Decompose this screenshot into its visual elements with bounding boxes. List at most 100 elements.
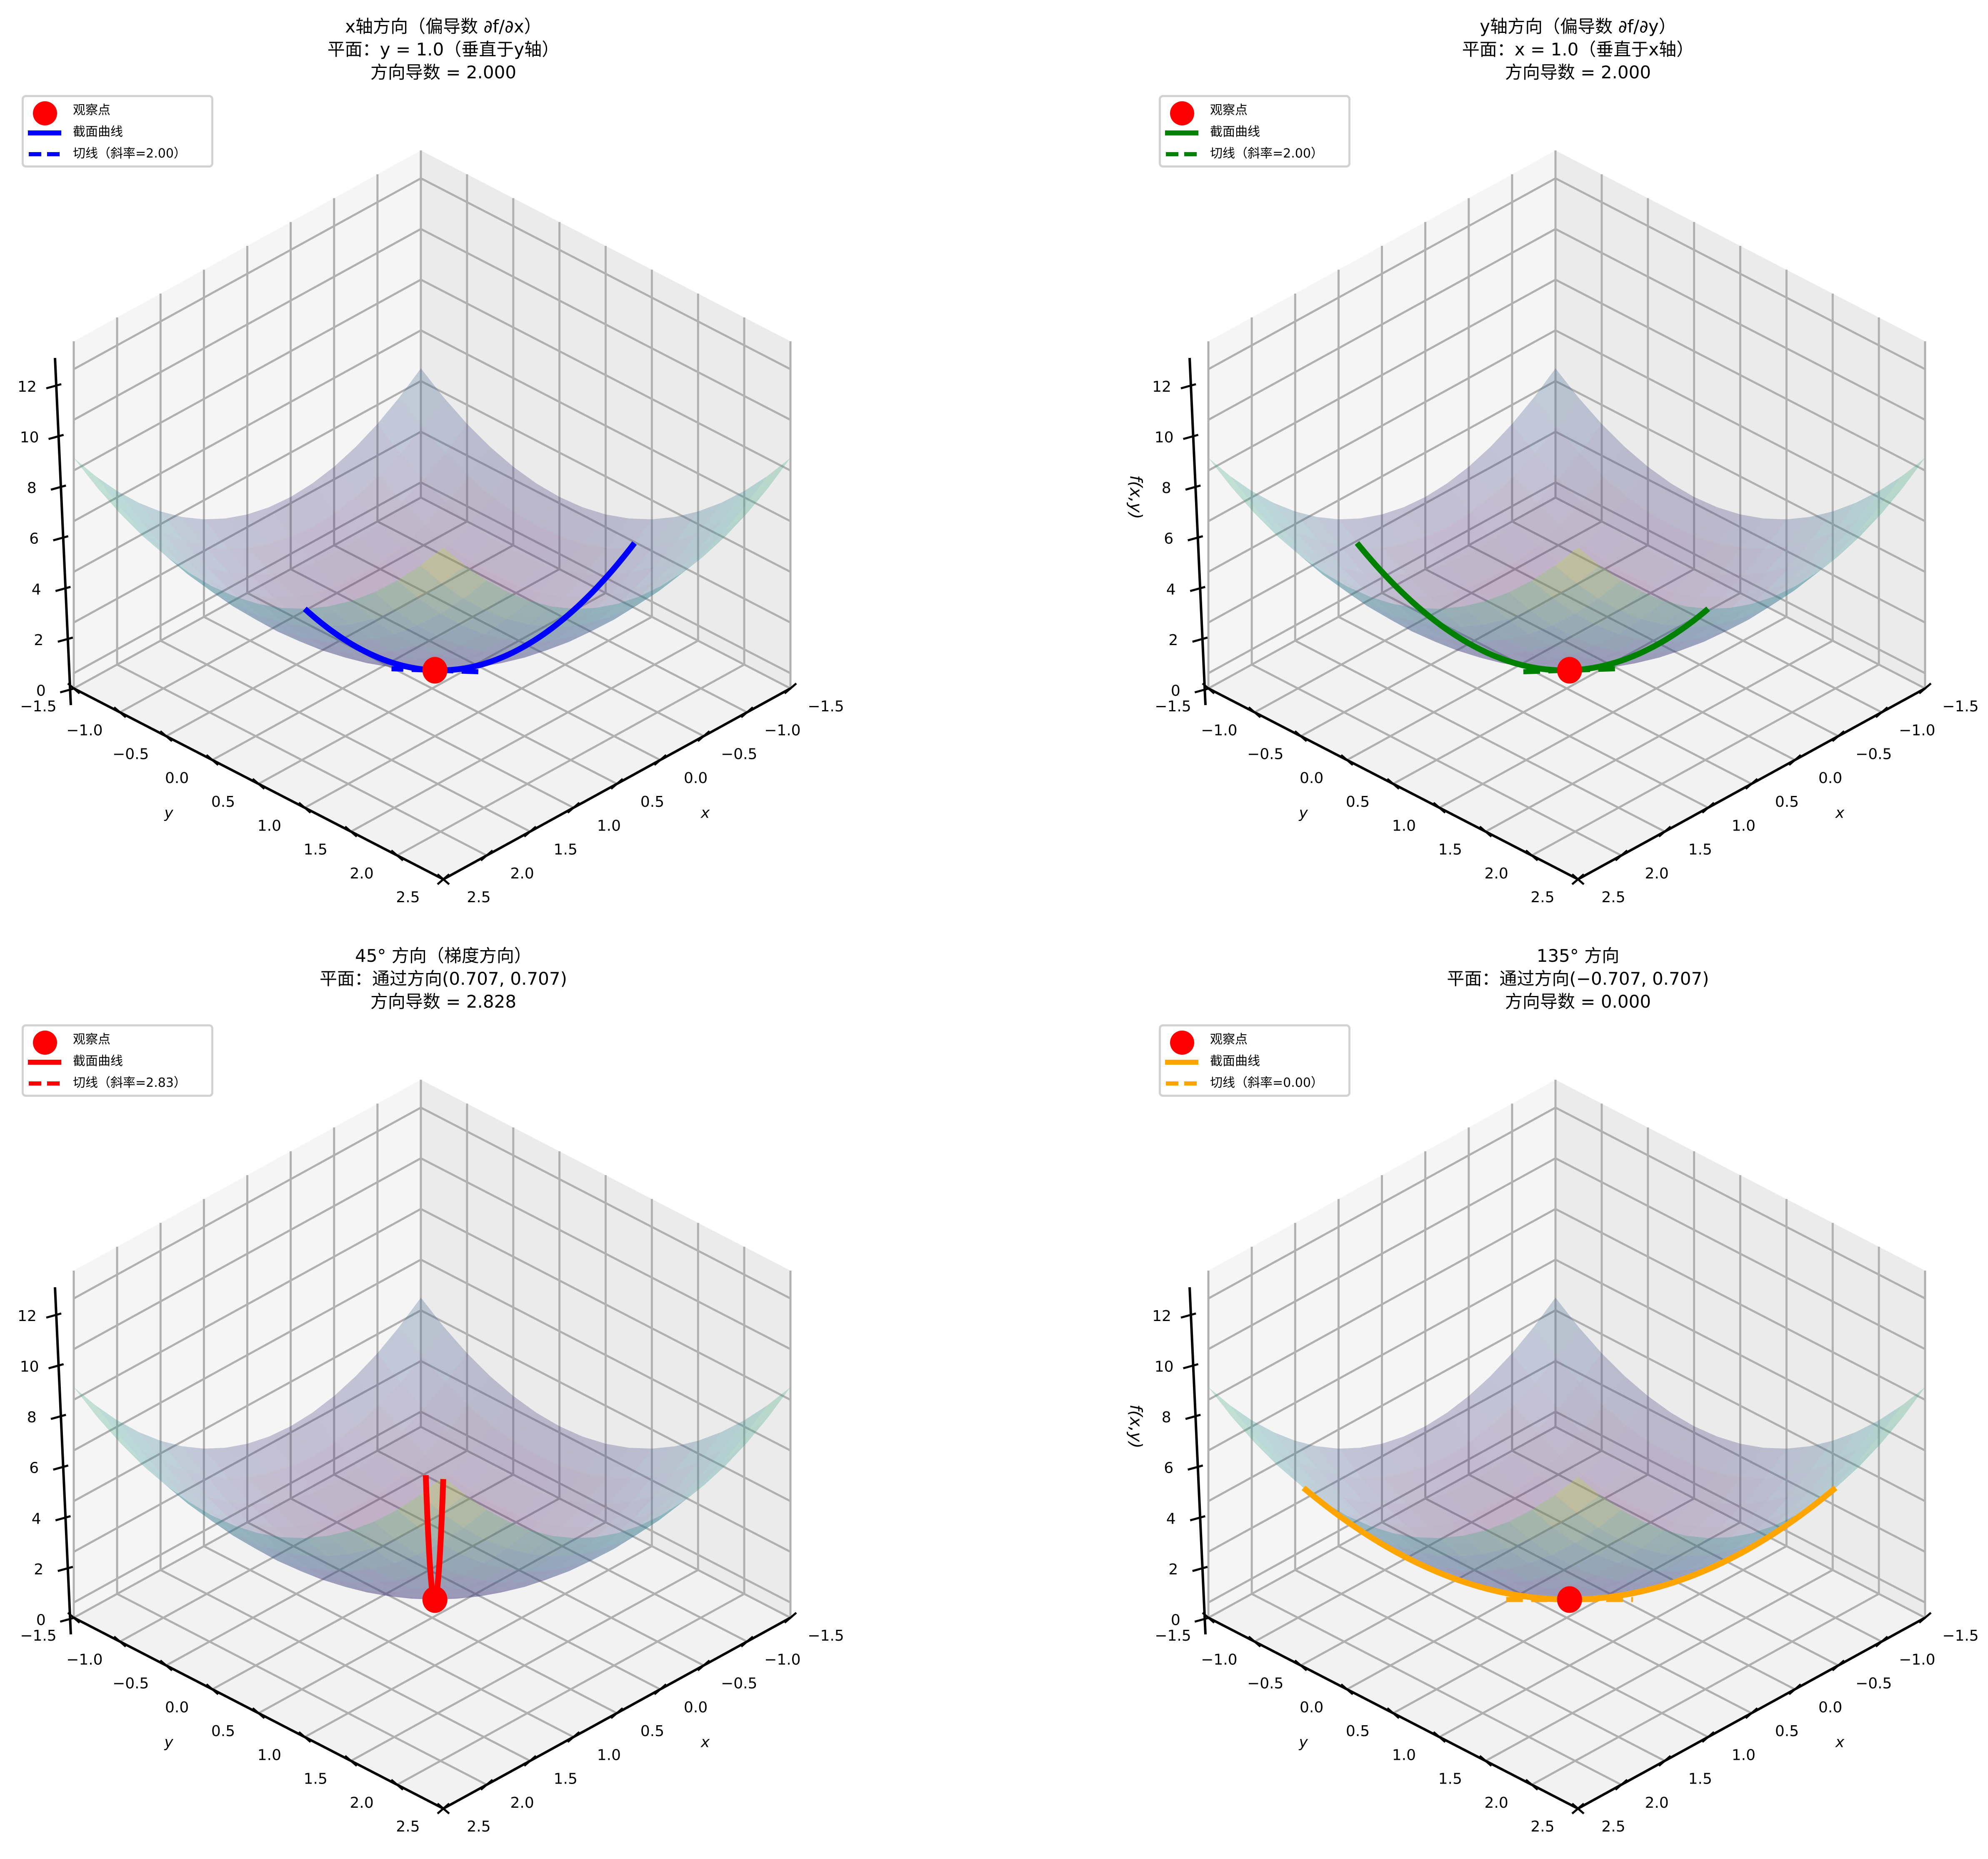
surface-patch xyxy=(1360,514,1405,548)
surface-patch xyxy=(1700,1525,1745,1547)
y-tick-label: 2.0 xyxy=(350,865,373,882)
y-tick xyxy=(1386,778,1400,790)
surface-patch xyxy=(1383,543,1428,574)
legend: 观察点 截面曲线 切线（斜率=2.83） xyxy=(22,1024,213,1097)
gridline-y xyxy=(1393,1175,1741,1714)
title-line-1: 135° 方向 xyxy=(1536,946,1620,966)
surface-patch xyxy=(1254,1442,1300,1484)
surface-patch xyxy=(357,1405,402,1452)
surface-patch xyxy=(160,511,205,546)
surface-patch xyxy=(314,513,359,553)
surface-patch xyxy=(1473,1504,1518,1535)
surface-patch xyxy=(745,1387,790,1435)
surface-patch xyxy=(439,626,484,646)
surface-patch xyxy=(1656,1561,1701,1577)
surface-patch xyxy=(1507,610,1552,634)
surface-patch xyxy=(540,1499,585,1526)
z-tick-label: 0 xyxy=(1171,1612,1180,1629)
x-tick xyxy=(437,873,450,885)
surface-patch xyxy=(1572,646,1617,661)
surface-patch xyxy=(1880,1387,1925,1435)
surface-patch xyxy=(470,496,515,539)
surface-patch xyxy=(455,1586,500,1595)
surface-patch xyxy=(1604,496,1650,539)
surface-patch xyxy=(1477,647,1522,658)
gridline-z xyxy=(1208,481,1926,674)
surface-patch xyxy=(1858,487,1903,532)
surface-patch xyxy=(656,1476,701,1511)
surface-patch xyxy=(269,497,314,537)
y-axis-label: y xyxy=(164,804,173,821)
y-tick xyxy=(205,1683,219,1695)
legend-label: 截面曲线 xyxy=(1210,1054,1260,1068)
surface-patch xyxy=(293,1492,338,1522)
surface-patch xyxy=(505,1554,550,1571)
x-tick-label: −1.5 xyxy=(1942,1627,1978,1644)
surface-patch xyxy=(480,1587,525,1596)
panel-y-direction: y轴方向（偏导数 ∂f/∂y） 平面：x = 1.0（垂直于x轴） 方向导数 =… xyxy=(1126,0,1988,929)
y-tick-label: 0.0 xyxy=(1300,770,1323,787)
surface-patch xyxy=(1454,633,1499,648)
surface-patch xyxy=(1473,575,1518,606)
surface-patch xyxy=(165,554,210,590)
gridline-x xyxy=(159,293,531,833)
surface-patch xyxy=(255,619,301,642)
x-axis-label: x xyxy=(700,1734,710,1751)
surface-patch xyxy=(542,1526,587,1547)
observation-point xyxy=(422,1586,448,1613)
gridline-x xyxy=(376,1103,748,1643)
surface-patch xyxy=(1788,511,1833,546)
surface-patch xyxy=(400,1356,445,1409)
surface-patch xyxy=(493,513,538,553)
surface-patch xyxy=(1789,1461,1834,1496)
surface-patch xyxy=(442,1495,487,1528)
z-tick-label: 10 xyxy=(20,429,39,446)
surface-patch xyxy=(384,612,430,636)
surface-patch xyxy=(394,626,439,646)
surface-patch xyxy=(459,1581,505,1592)
z-tick xyxy=(1192,636,1208,643)
surface-patch xyxy=(1439,1536,1484,1556)
surface-patch xyxy=(1317,517,1362,549)
gridline-y xyxy=(165,198,515,737)
subplot-135-degree-direction: −1.5 −1.5 −1.0 −1.0 −0.5 −0.5 0.0 0.0 0.5 0.5 1.0 1… xyxy=(1152,1080,1979,1835)
surface-patch xyxy=(549,622,594,641)
gridline-z xyxy=(1208,329,1926,522)
surface-patch xyxy=(475,629,520,647)
surface-patch xyxy=(436,660,481,668)
tangent-line xyxy=(391,666,479,674)
surface-patch xyxy=(653,1441,698,1476)
surface-patch xyxy=(500,1575,545,1588)
tangent-dash-icon xyxy=(29,152,61,156)
surface-patch xyxy=(1530,1528,1575,1555)
legend-item-curve: 截面曲线 xyxy=(24,121,211,143)
surface-patch xyxy=(1497,622,1543,643)
surface-patch xyxy=(460,1563,506,1581)
surface-patch xyxy=(1576,1495,1622,1528)
surface-patch xyxy=(1500,1586,1545,1595)
gridline-z xyxy=(73,430,791,624)
surface-patch xyxy=(185,558,230,590)
surface-patch xyxy=(276,626,321,646)
surface-patch xyxy=(517,563,563,593)
surface-patch xyxy=(1620,592,1665,619)
x-tick-label: 1.5 xyxy=(1688,841,1712,858)
surface-patch xyxy=(1408,1526,1453,1547)
surface-patch xyxy=(1321,1499,1366,1531)
surface-patch xyxy=(428,582,473,612)
surface-patch xyxy=(563,1503,609,1527)
gridline-y xyxy=(1346,1151,1695,1690)
surface-patch xyxy=(539,1466,584,1499)
surface-patch xyxy=(1653,1522,1698,1546)
surface-patch xyxy=(1519,1541,1564,1565)
surface-patch xyxy=(1724,601,1769,627)
surface-patch xyxy=(1208,458,1253,505)
surface-patch xyxy=(1340,1476,1385,1504)
surface-patch xyxy=(456,1592,502,1599)
surface-patch xyxy=(326,624,371,642)
surface-patch xyxy=(417,613,463,638)
surface-patch xyxy=(1718,514,1763,548)
y-tick-label: 0.0 xyxy=(165,1699,189,1716)
surface-patch xyxy=(409,646,454,661)
surface-patch xyxy=(1793,556,1838,591)
